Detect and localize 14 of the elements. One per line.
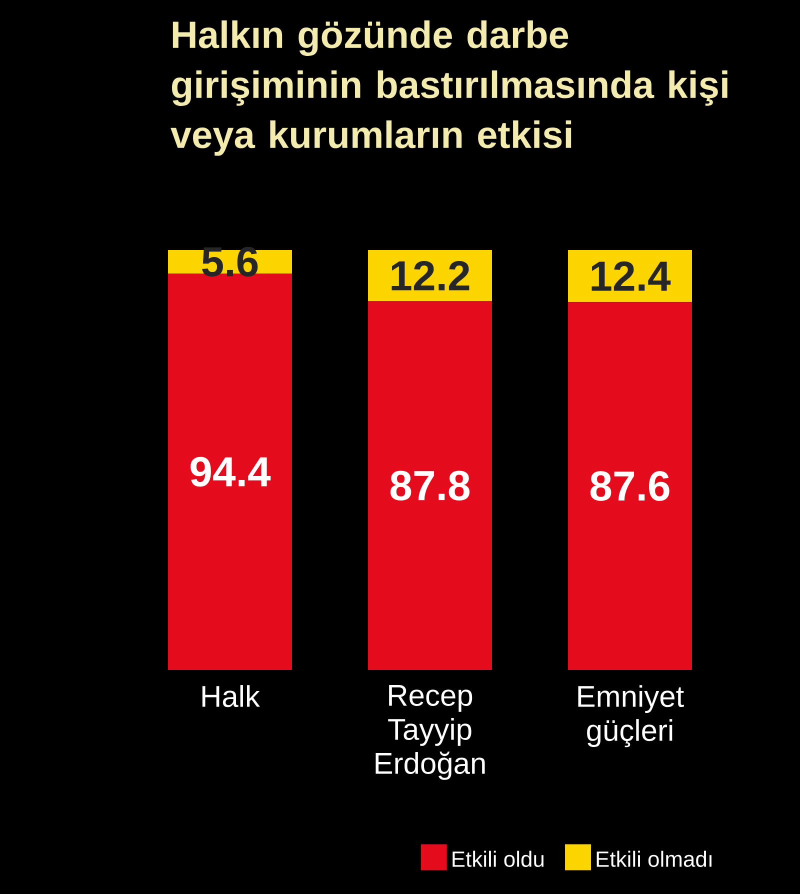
legend-label: Etkili olmadı	[596, 850, 712, 867]
x-tick-label: Halk	[202, 685, 260, 708]
x-tick-label: Emniyet güçleri	[578, 685, 684, 748]
data-label: 87.6	[590, 471, 670, 501]
data-label: 94.4	[190, 456, 271, 487]
chart-title: Halkın gözünde darbe girişiminin bastırılmasında kişi veya kurumların etkisi	[170, 20, 728, 156]
data-label: 12.2	[392, 260, 470, 290]
data-label: 5.6	[202, 246, 258, 277]
x-tick-label: Recep Tayyip Erdoğan	[376, 685, 485, 780]
data-label: 12.4	[592, 261, 671, 291]
legend-label: Etkili oldu	[452, 850, 544, 867]
bar	[368, 301, 492, 670]
bar	[568, 302, 692, 670]
data-label: 87.8	[390, 470, 470, 500]
